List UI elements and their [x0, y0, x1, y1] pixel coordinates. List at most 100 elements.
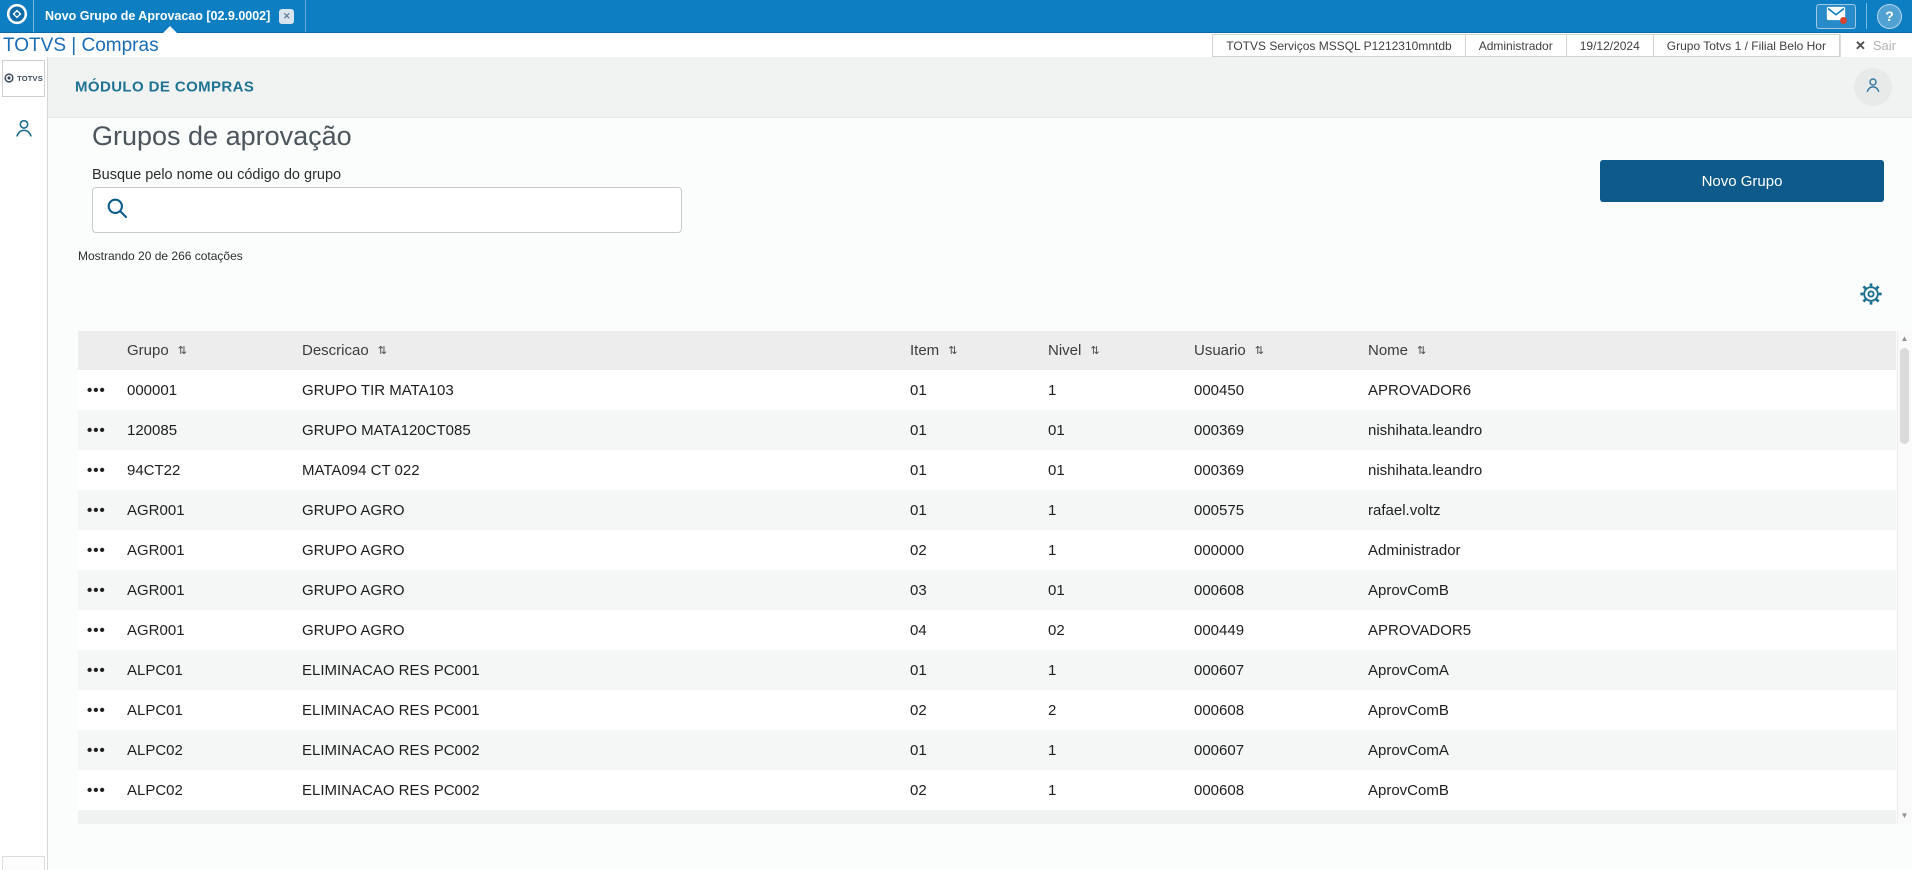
module-header: MÓDULO DE COMPRAS [48, 57, 1912, 118]
scrollbar-thumb[interactable] [1900, 348, 1909, 444]
search-input[interactable] [137, 201, 669, 219]
results-info: Mostrando 20 de 266 cotações [78, 249, 243, 263]
row-actions-menu-icon[interactable]: ••• [87, 621, 106, 639]
top-bar: Novo Grupo de Aprovacao [02.9.0002] ✕ ? [0, 0, 1912, 33]
cell-item: 02 [910, 781, 927, 799]
header-usuario[interactable]: Usuario ⇅ [1194, 342, 1264, 359]
profile-avatar[interactable] [1854, 68, 1892, 106]
table-row[interactable]: ••• 94CT22 MATA094 CT 022 01 01 000369 nishiha… [78, 450, 1896, 490]
cell-nome: nishihata.leandro [1368, 421, 1483, 439]
approval-groups-table: Grupo ⇅ Descricao ⇅ Item ⇅ Nivel ⇅ Usuar… [78, 331, 1911, 824]
row-actions-menu-icon[interactable]: ••• [87, 381, 106, 399]
header-descricao[interactable]: Descricao ⇅ [302, 342, 387, 359]
sidebar-user-item[interactable] [0, 117, 47, 144]
cell-grupo: ALPC02 [127, 781, 183, 799]
cell-nome: AprovComB [1368, 581, 1449, 599]
cell-item: 01 [910, 381, 927, 399]
cell-descricao: ELIMINACAO RES PC001 [302, 701, 480, 719]
sort-icon[interactable]: ⇅ [1254, 345, 1264, 357]
row-actions-menu-icon[interactable]: ••• [87, 461, 106, 479]
sort-icon[interactable]: ⇅ [1090, 345, 1100, 357]
row-actions-menu-icon[interactable]: ••• [87, 581, 106, 599]
row-actions-menu-icon[interactable]: ••• [87, 781, 106, 799]
sidebar: TOTVS [0, 57, 48, 870]
cell-nivel: 2 [1048, 701, 1057, 719]
topbar-actions: ? [1816, 0, 1912, 32]
active-tab-arrow [162, 26, 177, 33]
status-company-branch: Grupo Totvs 1 / Filial Belo Hor [1652, 34, 1840, 57]
app-bar: TOTVS | Compras TOTVS Serviços MSSQL P12… [0, 34, 1912, 57]
cell-nivel: 01 [1048, 461, 1065, 479]
gear-icon [1858, 283, 1884, 310]
exit-label: Sair [1872, 38, 1896, 53]
sort-icon[interactable]: ⇅ [948, 345, 958, 357]
cell-item: 03 [910, 581, 927, 599]
table-row[interactable]: ••• AGR001 GRUPO AGRO 04 02 000449 APROVADOR5 [78, 610, 1896, 650]
table-row[interactable]: ••• ALPC01 ELIMINACAO RES PC001 02 2 000608 Ap… [78, 690, 1896, 730]
cell-nivel: 1 [1048, 661, 1057, 679]
header-item[interactable]: Item ⇅ [910, 342, 958, 359]
sort-icon[interactable]: ⇅ [177, 345, 187, 357]
tab-novo-grupo-de-aprovacao[interactable]: Novo Grupo de Aprovacao [02.9.0002] ✕ [34, 0, 307, 33]
help-button[interactable]: ? [1877, 3, 1902, 29]
cell-usuario: 000608 [1194, 781, 1245, 799]
scroll-up-arrow[interactable]: ▲ [1900, 334, 1909, 343]
topbar-separator [1866, 3, 1867, 29]
table-row[interactable]: ••• ALPC01 ELIMINACAO RES PC001 01 1 000607 Ap… [78, 650, 1896, 690]
table-row[interactable]: ••• 000001 GRUPO TIR MATA103 01 1 000450 APROV… [78, 370, 1896, 410]
header-nome[interactable]: Nome ⇅ [1368, 342, 1427, 359]
table-row[interactable]: ••• AGR001 GRUPO AGRO 01 1 000575 rafael.voltz [78, 490, 1896, 530]
cell-nome: rafael.voltz [1368, 501, 1441, 519]
cell-nivel: 1 [1048, 741, 1057, 759]
header-grupo[interactable]: Grupo ⇅ [127, 342, 187, 359]
cell-grupo: ALPC02 [127, 741, 183, 759]
cell-usuario: 000607 [1194, 661, 1245, 679]
cell-descricao: ELIMINACAO RES PC002 [302, 741, 480, 759]
exit-button[interactable]: ✕ Sair [1839, 34, 1912, 57]
cell-descricao: ELIMINACAO RES PC001 [302, 661, 480, 679]
status-user: Administrador [1464, 34, 1567, 57]
cell-grupo: AGR001 [127, 581, 185, 599]
table-row[interactable]: ••• AGR001 GRUPO AGRO 02 1 000000 Administrado… [78, 530, 1896, 570]
table-row[interactable]: ••• ALPC02 ELIMINACAO RES PC002 02 1 000608 Ap… [78, 770, 1896, 810]
table-row[interactable]: ••• 120085 GRUPO MATA120CT085 01 01 000369 nis… [78, 410, 1896, 450]
header-nivel[interactable]: Nivel ⇅ [1048, 342, 1100, 359]
row-actions-menu-icon[interactable]: ••• [87, 501, 106, 519]
row-actions-menu-icon[interactable]: ••• [87, 661, 106, 679]
avatar-user-icon [1864, 76, 1882, 99]
cell-descricao: GRUPO AGRO [302, 621, 405, 639]
cell-usuario: 000369 [1194, 421, 1245, 439]
row-actions-menu-icon[interactable]: ••• [87, 421, 106, 439]
cell-descricao: GRUPO AGRO [302, 541, 405, 559]
table-row[interactable]: ••• ALPC02 ELIMINACAO RES PC002 01 1 000607 Ap… [78, 730, 1896, 770]
sidebar-totvs-item[interactable]: TOTVS [2, 60, 45, 97]
cell-usuario: 000449 [1194, 621, 1245, 639]
cell-nome: Administrador [1368, 541, 1461, 559]
sort-icon[interactable]: ⇅ [377, 345, 387, 357]
page-title: Grupos de aprovação [92, 121, 352, 151]
table-row[interactable]: ••• AGR001 GRUPO AGRO 03 01 000608 AprovComB [78, 570, 1896, 610]
status-environment: TOTVS Serviços MSSQL P1212310mntdb [1212, 34, 1466, 57]
cell-grupo: AGR001 [127, 501, 185, 519]
cell-grupo: ALPC01 [127, 701, 183, 719]
sort-icon[interactable]: ⇅ [1417, 345, 1427, 357]
cell-usuario: 000575 [1194, 501, 1245, 519]
row-actions-menu-icon[interactable]: ••• [87, 541, 106, 559]
row-actions-menu-icon[interactable]: ••• [87, 741, 106, 759]
search-label: Busque pelo nome ou código do grupo [92, 167, 342, 183]
mail-button[interactable] [1816, 3, 1856, 29]
tab-close-icon[interactable]: ✕ [279, 8, 295, 24]
totvs-logo-button[interactable] [0, 0, 34, 32]
new-group-button[interactable]: Novo Grupo [1600, 160, 1884, 202]
settings-gear-button[interactable] [1858, 281, 1884, 307]
table-header: Grupo ⇅ Descricao ⇅ Item ⇅ Nivel ⇅ Usuar… [78, 331, 1896, 370]
cell-nome: AprovComB [1368, 701, 1449, 719]
vertical-scrollbar[interactable]: ▲ ▼ [1897, 331, 1911, 824]
sidebar-bottom-item[interactable] [2, 856, 45, 870]
cell-descricao: GRUPO AGRO [302, 581, 405, 599]
tab-title: Novo Grupo de Aprovacao [02.9.0002] [45, 9, 271, 23]
row-actions-menu-icon[interactable]: ••• [87, 701, 106, 719]
scroll-down-arrow[interactable]: ▼ [1900, 811, 1909, 820]
cell-item: 01 [910, 741, 927, 759]
